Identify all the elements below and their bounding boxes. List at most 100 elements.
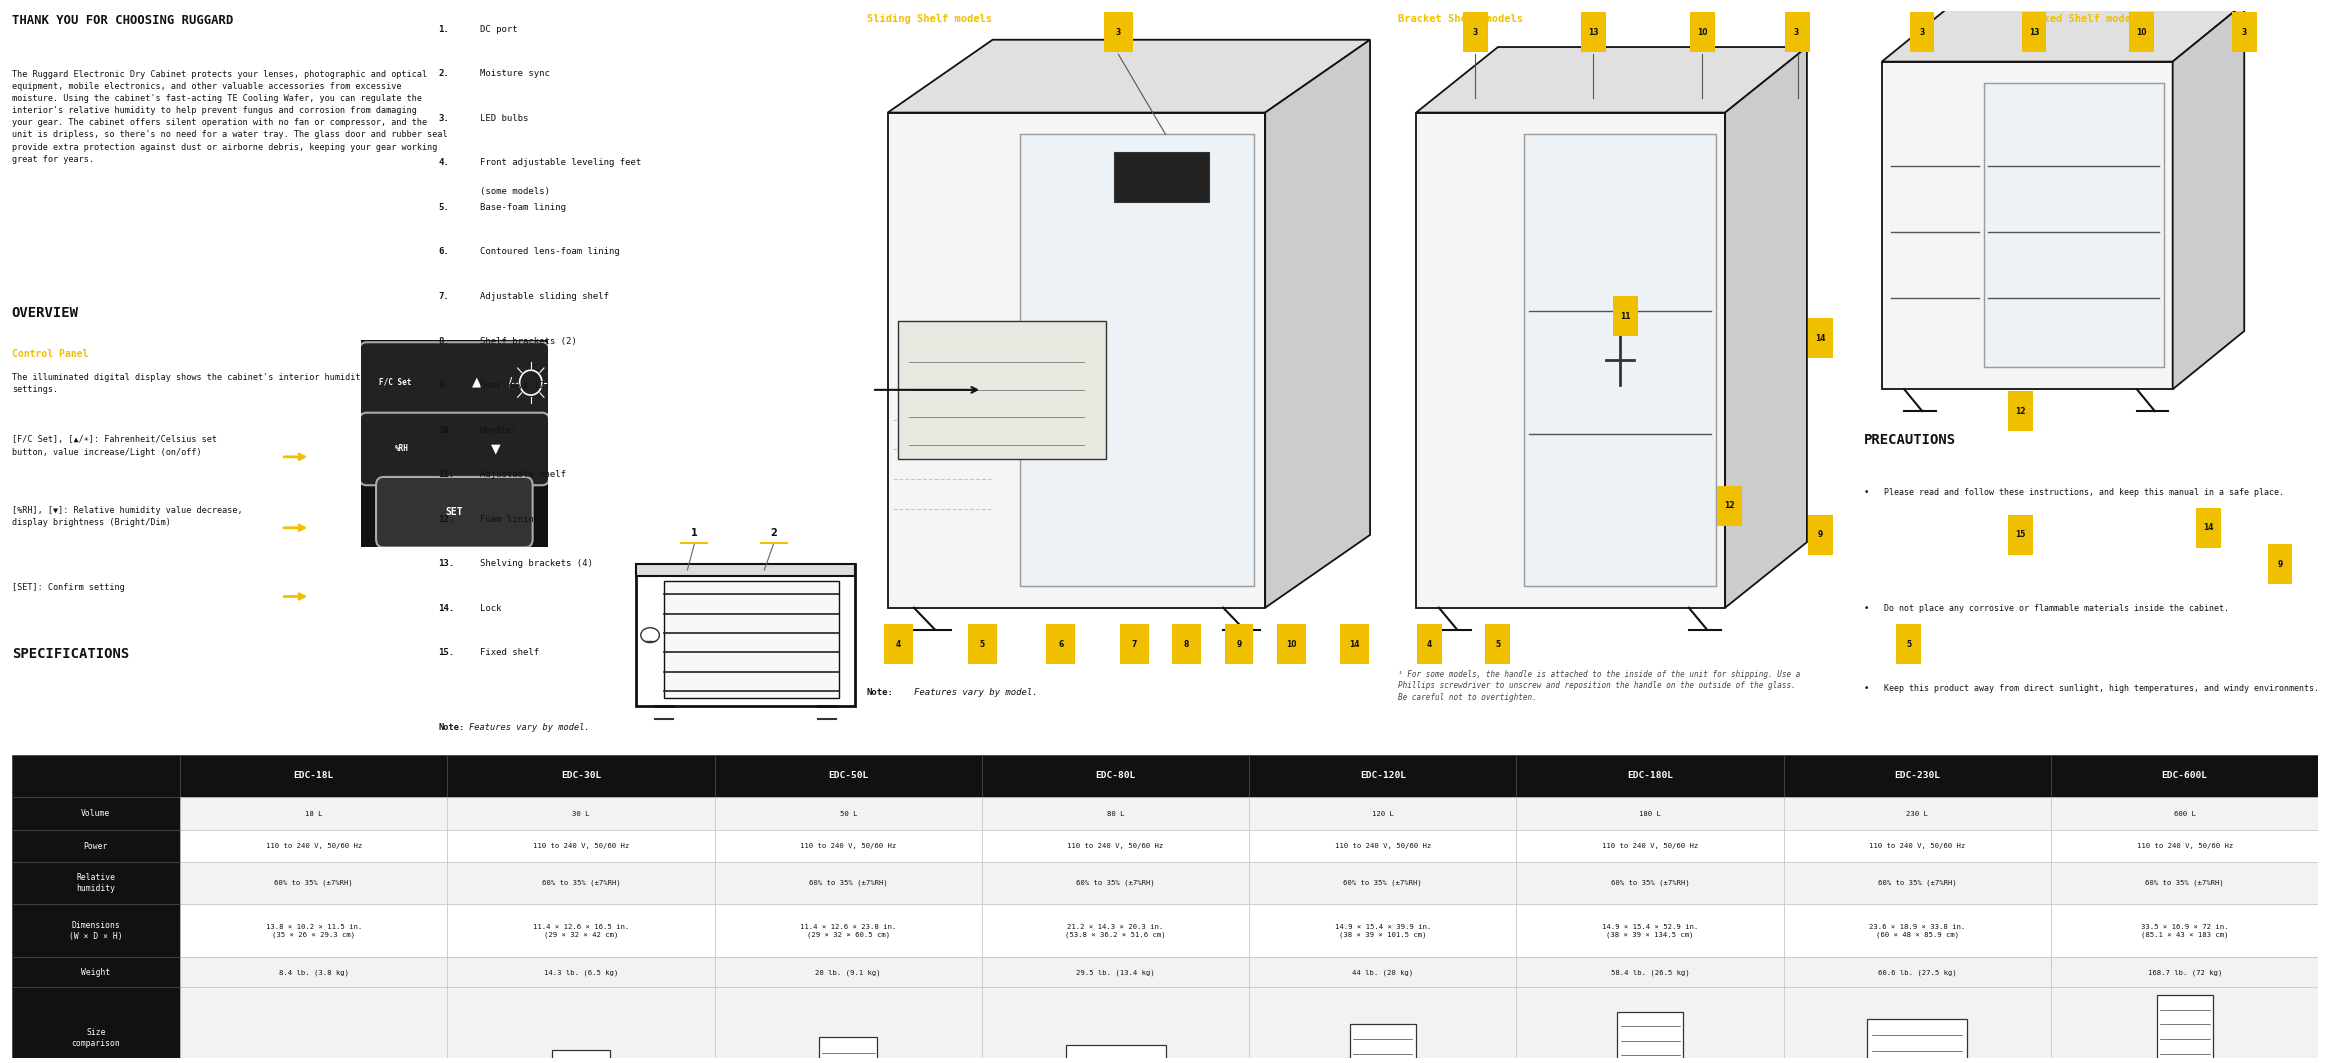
Bar xyxy=(1417,624,1442,664)
Bar xyxy=(1580,13,1605,52)
Bar xyxy=(2008,514,2032,555)
Text: 60% to 35% (±7%RH): 60% to 35% (±7%RH) xyxy=(2146,879,2225,887)
Text: Sliding Shelf models: Sliding Shelf models xyxy=(867,14,993,24)
Text: 4: 4 xyxy=(895,640,902,648)
Bar xyxy=(1785,830,2050,862)
Bar xyxy=(1172,624,1200,664)
Text: 110 to 240 V, 50/60 Hz: 110 to 240 V, 50/60 Hz xyxy=(799,843,897,849)
Bar xyxy=(820,1037,878,1063)
Text: 110 to 240 V, 50/60 Hz: 110 to 240 V, 50/60 Hz xyxy=(1335,843,1431,849)
Text: 7.: 7. xyxy=(438,292,450,301)
Bar xyxy=(1785,988,2050,1063)
Bar xyxy=(273,1060,356,1063)
Bar xyxy=(1866,1019,1967,1063)
Bar xyxy=(1517,755,1785,797)
Text: 2: 2 xyxy=(771,528,776,538)
Text: 3: 3 xyxy=(1116,28,1121,37)
Text: [F/C Set], [▲/☀]: Fahrenheit/Celsius set
button, value increase/Light (on/off): [F/C Set], [▲/☀]: Fahrenheit/Celsius set… xyxy=(12,436,217,457)
Bar xyxy=(1226,624,1254,664)
Bar xyxy=(1249,957,1517,988)
Bar xyxy=(1785,905,2050,957)
Bar xyxy=(715,830,981,862)
Text: •: • xyxy=(1864,1005,1869,1013)
Bar xyxy=(1517,862,1785,905)
Bar xyxy=(715,862,981,905)
Text: •: • xyxy=(1864,917,1869,926)
Text: 14.3 lb. (6.5 kg): 14.3 lb. (6.5 kg) xyxy=(543,969,617,976)
Text: 110 to 240 V, 50/60 Hz: 110 to 240 V, 50/60 Hz xyxy=(1067,843,1163,849)
Text: 1.: 1. xyxy=(438,24,450,34)
Text: The illuminated digital display shows the cabinet's interior humidity and temper: The illuminated digital display shows th… xyxy=(12,373,447,393)
Bar xyxy=(2267,544,2293,584)
Bar xyxy=(447,905,715,957)
Text: Shelf brackets (2): Shelf brackets (2) xyxy=(480,337,576,345)
Text: Fixed shelf: Fixed shelf xyxy=(480,648,538,657)
Bar xyxy=(2050,755,2318,797)
Text: 29.5 lb. (13.4 kg): 29.5 lb. (13.4 kg) xyxy=(1076,969,1156,976)
Bar xyxy=(1617,1012,1682,1063)
Text: Contoured lens-foam lining: Contoured lens-foam lining xyxy=(480,248,620,256)
Text: 13.8 × 10.2 × 11.5 in.
(35 × 26 × 29.3 cm): 13.8 × 10.2 × 11.5 in. (35 × 26 × 29.3 c… xyxy=(266,924,361,938)
Text: ▼: ▼ xyxy=(492,442,501,455)
Text: 60% to 35% (±7%RH): 60% to 35% (±7%RH) xyxy=(1610,879,1689,887)
Bar xyxy=(1517,797,1785,830)
Text: 8: 8 xyxy=(1184,640,1188,648)
Bar xyxy=(12,905,179,957)
Bar xyxy=(179,755,447,797)
Text: Handle¹: Handle¹ xyxy=(480,425,517,435)
Bar xyxy=(447,862,715,905)
Text: 14.: 14. xyxy=(438,604,454,612)
Bar xyxy=(715,755,981,797)
Text: 110 to 240 V, 50/60 Hz: 110 to 240 V, 50/60 Hz xyxy=(2137,843,2232,849)
Text: EDC-30L: EDC-30L xyxy=(562,772,601,780)
Text: 3: 3 xyxy=(1473,28,1477,37)
Bar xyxy=(967,624,997,664)
Text: 13: 13 xyxy=(1589,28,1598,37)
Text: •: • xyxy=(1864,685,1869,693)
Text: 18 L: 18 L xyxy=(305,811,322,816)
Text: F/C Set: F/C Set xyxy=(377,377,410,387)
Text: Adjustable sliding shelf: Adjustable sliding shelf xyxy=(480,292,608,301)
FancyBboxPatch shape xyxy=(359,412,550,485)
Text: All images are for illustrative purposes only.: All images are for illustrative purposes… xyxy=(1885,1005,2113,1013)
Polygon shape xyxy=(1724,47,1808,608)
Text: 13.: 13. xyxy=(438,559,454,569)
Text: 58.4 lb. (26.5 kg): 58.4 lb. (26.5 kg) xyxy=(1610,969,1689,976)
Polygon shape xyxy=(1265,39,1370,608)
Bar xyxy=(179,988,447,1063)
Text: Front adjustable leveling feet: Front adjustable leveling feet xyxy=(480,158,641,167)
Text: 13: 13 xyxy=(2029,28,2039,37)
Text: Lock: Lock xyxy=(480,604,501,612)
Bar xyxy=(179,830,447,862)
Text: 12: 12 xyxy=(2015,407,2025,416)
Text: 9: 9 xyxy=(2276,559,2283,569)
Bar xyxy=(1524,134,1715,586)
Text: 33.5 × 16.9 × 72 in.
(85.1 × 43 × 183 cm): 33.5 × 16.9 × 72 in. (85.1 × 43 × 183 cm… xyxy=(2141,924,2227,938)
Text: (some models): (some models) xyxy=(480,187,550,196)
Text: Note:: Note: xyxy=(867,688,895,697)
Text: EDC-180L: EDC-180L xyxy=(1626,772,1673,780)
Bar xyxy=(1911,13,1934,52)
Text: 14: 14 xyxy=(1815,334,1827,342)
Bar xyxy=(1785,755,2050,797)
Bar xyxy=(447,957,715,988)
Bar xyxy=(12,862,179,905)
Text: 14.9 × 15.4 × 39.9 in.
(38 × 39 × 101.5 cm): 14.9 × 15.4 × 39.9 in. (38 × 39 × 101.5 … xyxy=(1335,924,1431,938)
Text: LED bulbs: LED bulbs xyxy=(480,114,529,123)
FancyBboxPatch shape xyxy=(375,477,534,547)
Bar xyxy=(12,988,179,1063)
Bar xyxy=(447,830,715,862)
Bar xyxy=(1249,755,1517,797)
Text: 50 L: 50 L xyxy=(839,811,857,816)
Text: EDC-80L: EDC-80L xyxy=(1095,772,1135,780)
Text: Base-foam lining: Base-foam lining xyxy=(480,203,566,212)
Text: 7: 7 xyxy=(1132,640,1137,648)
Text: 20 lb. (9.1 kg): 20 lb. (9.1 kg) xyxy=(816,969,881,976)
Text: The Ruggard Electronic Dry Cabinet protects your lenses, photographic and optica: The Ruggard Electronic Dry Cabinet prote… xyxy=(12,70,447,164)
Text: EDC-120L: EDC-120L xyxy=(1361,772,1405,780)
Bar xyxy=(1249,862,1517,905)
Bar xyxy=(179,862,447,905)
Bar xyxy=(680,522,708,544)
Bar xyxy=(883,624,913,664)
Text: 60% to 35% (±7%RH): 60% to 35% (±7%RH) xyxy=(809,879,888,887)
